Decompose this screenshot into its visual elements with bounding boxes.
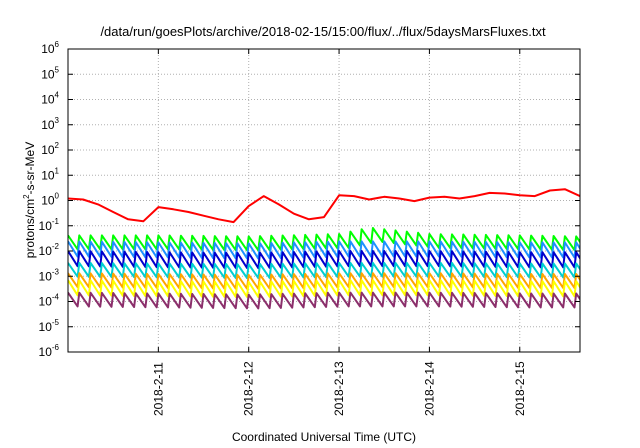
- y-tick-exponent: 6: [55, 40, 60, 49]
- x-tick-label: 2018-2-12: [242, 361, 256, 416]
- y-tick-base: 10: [39, 345, 53, 359]
- y-tick-base: 10: [41, 93, 55, 107]
- y-tick-exponent: 5: [55, 65, 60, 74]
- y-tick-base: 10: [41, 118, 55, 132]
- y-tick-exponent: 0: [55, 192, 60, 201]
- y-tick-base: 10: [39, 269, 53, 283]
- plot-area: [68, 188, 580, 310]
- series-line-6: [68, 279, 580, 298]
- y-axis-label-rest: -s-sr-MeV: [23, 142, 37, 195]
- y-tick-exponent: -3: [52, 267, 60, 276]
- y-tick-exponent: -4: [52, 293, 60, 302]
- y-tick-label: 101: [41, 166, 59, 182]
- chart-title: /data/run/goesPlots/archive/2018-02-15/1…: [100, 24, 546, 39]
- series-line-7: [68, 291, 580, 310]
- y-axis-label-exponent: 2: [22, 194, 31, 199]
- series-line-2: [68, 240, 580, 260]
- y-tick-base: 10: [41, 143, 55, 157]
- y-tick-base: 10: [39, 320, 53, 334]
- y-tick-label: 104: [41, 91, 59, 107]
- x-tick-label: 2018-2-15: [513, 361, 527, 416]
- y-tick-exponent: -6: [52, 343, 60, 352]
- y-axis-label-unit: protons/cm: [23, 199, 37, 258]
- y-tick-label: 10-6: [39, 343, 60, 359]
- y-tick-base: 10: [39, 295, 53, 309]
- y-tick-label: 10-3: [39, 267, 60, 283]
- x-tick-label: 2018-2-13: [332, 361, 346, 416]
- x-tick-label: 2018-2-14: [422, 361, 436, 416]
- x-tick-label: 2018-2-11: [151, 362, 165, 416]
- y-axis-label: protons/cm2-s-sr-MeV: [22, 142, 37, 258]
- y-tick-label: 10-1: [39, 217, 60, 233]
- series-line-3: [68, 250, 580, 270]
- y-tick-label: 10-5: [39, 318, 60, 334]
- y-axis: 10-610-510-410-310-210-11001011021031041…: [39, 40, 580, 359]
- x-axis-label: Coordinated Universal Time (UTC): [232, 430, 416, 444]
- y-tick-exponent: 3: [55, 116, 60, 125]
- y-tick-exponent: 4: [55, 91, 60, 100]
- y-tick-base: 10: [41, 194, 55, 208]
- y-tick-label: 10-4: [39, 293, 60, 309]
- y-tick-label: 100: [41, 192, 59, 208]
- series-line-4: [68, 261, 580, 279]
- y-tick-base: 10: [39, 219, 53, 233]
- y-tick-exponent: 2: [55, 141, 60, 150]
- y-tick-label: 103: [41, 116, 59, 132]
- y-tick-base: 10: [39, 244, 53, 258]
- y-tick-base: 10: [41, 42, 55, 56]
- y-tick-label: 105: [41, 65, 59, 81]
- y-tick-exponent: -2: [52, 242, 60, 251]
- y-tick-exponent: -5: [52, 318, 60, 327]
- y-tick-label: 102: [41, 141, 59, 157]
- y-tick-label: 106: [41, 40, 59, 56]
- series-line-0: [68, 188, 580, 224]
- y-tick-exponent: 1: [55, 166, 60, 175]
- y-tick-exponent: -1: [52, 217, 60, 226]
- y-tick-base: 10: [41, 168, 55, 182]
- y-tick-base: 10: [41, 67, 55, 81]
- x-axis: 2018-2-11 2018-2-12 2018-2-13 2018-2-14 2018…: [151, 49, 527, 416]
- y-tick-label: 10-2: [39, 242, 60, 258]
